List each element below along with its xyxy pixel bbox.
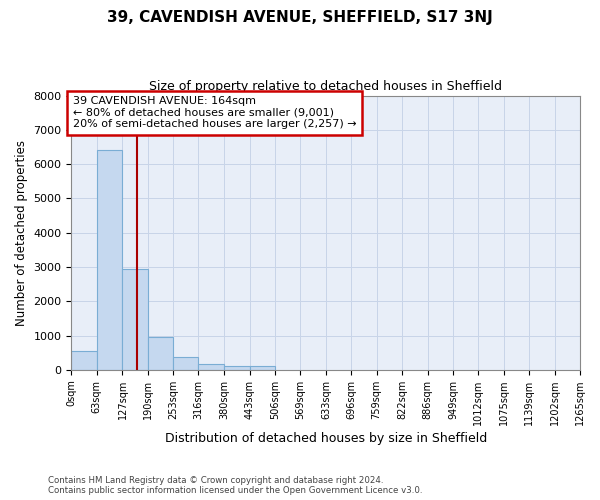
Bar: [71, 351, 97, 370]
Title: Size of property relative to detached houses in Sheffield: Size of property relative to detached ho…: [149, 80, 502, 93]
Text: Contains HM Land Registry data © Crown copyright and database right 2024.
Contai: Contains HM Land Registry data © Crown c…: [48, 476, 422, 495]
Bar: [97, 150, 122, 370]
Bar: [224, 366, 250, 370]
Text: 39, CAVENDISH AVENUE, SHEFFIELD, S17 3NJ: 39, CAVENDISH AVENUE, SHEFFIELD, S17 3NJ: [107, 10, 493, 25]
Bar: [199, 364, 224, 370]
Bar: [122, 268, 148, 370]
Bar: [250, 366, 275, 370]
X-axis label: Distribution of detached houses by size in Sheffield: Distribution of detached houses by size …: [164, 432, 487, 445]
Text: 39 CAVENDISH AVENUE: 164sqm
← 80% of detached houses are smaller (9,001)
20% of : 39 CAVENDISH AVENUE: 164sqm ← 80% of det…: [73, 96, 356, 130]
Bar: [173, 357, 199, 370]
Y-axis label: Number of detached properties: Number of detached properties: [15, 140, 28, 326]
Bar: [148, 338, 173, 370]
